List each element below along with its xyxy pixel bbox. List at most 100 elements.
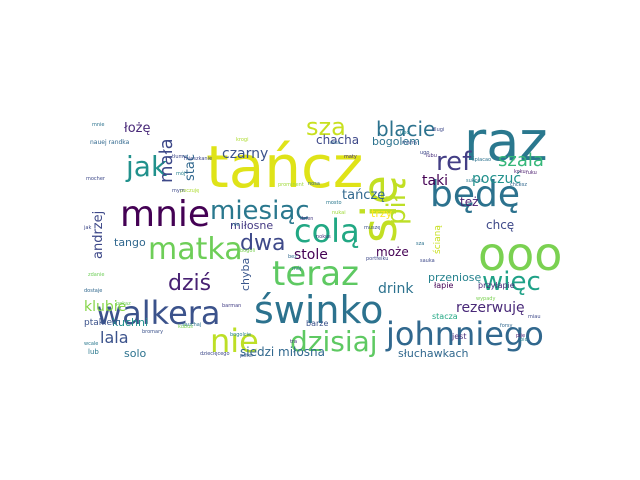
word-cloud-word: chcę	[486, 218, 515, 232]
word-cloud-word: johnniego	[386, 315, 544, 353]
word-cloud-word: jak	[126, 150, 168, 183]
word-cloud-word: mieszkanie	[184, 156, 213, 162]
word-cloud-word: ścianą	[433, 225, 443, 254]
word-cloud-word: maty	[344, 154, 357, 160]
word-cloud-word: czarny	[222, 146, 269, 162]
word-cloud-word: ugo	[420, 150, 430, 156]
word-cloud-word: krogi	[236, 137, 249, 143]
word-cloud-word: muszę	[364, 225, 381, 231]
word-cloud-word: łożę	[124, 121, 151, 136]
word-cloud-word: sza	[306, 119, 346, 141]
word-cloud-word: nukai	[332, 210, 346, 216]
word-cloud-word: poczuję	[180, 188, 200, 194]
word-cloud-word: dostaje	[84, 288, 103, 294]
word-cloud-word: tango	[114, 236, 146, 249]
word-cloud-word: słuchawkach	[398, 347, 469, 360]
word-cloud-word: może	[376, 245, 409, 259]
word-cloud-word: prominent	[278, 182, 304, 188]
word-cloud-word: lubu	[426, 153, 437, 159]
word-cloud-word: kubuś	[178, 324, 193, 330]
word-cloud-word: lala	[100, 328, 129, 347]
word-cloud-word: pokaz	[116, 301, 131, 307]
word-cloud-word: owa	[330, 140, 341, 146]
word-cloud-word: teraz	[272, 254, 359, 294]
word-cloud-word: szala	[498, 150, 544, 171]
word-cloud-word: ooo	[478, 227, 560, 281]
word-cloud-word: mój	[292, 266, 302, 272]
word-cloud-word: mój	[176, 171, 186, 177]
word-cloud-word: miau	[528, 314, 541, 320]
word-cloud-word: poter	[240, 353, 254, 359]
word-cloud-word: dlugi	[432, 127, 445, 133]
word-cloud-word: dzisiaj	[290, 325, 378, 358]
word-cloud-word: ptakiem	[84, 318, 121, 328]
word-cloud-word: mała	[156, 138, 177, 183]
word-cloud-word: przeniosę	[428, 271, 482, 284]
word-cloud-word: mamy	[402, 140, 418, 146]
word-cloud-word: tra	[290, 339, 298, 345]
word-cloud-word: śpiacao	[472, 157, 492, 163]
word-cloud-word: też	[460, 195, 479, 209]
word-cloud-word: colą	[294, 212, 360, 250]
word-cloud-word: barze	[306, 319, 329, 328]
word-cloud-word: miesiąc	[210, 196, 310, 226]
word-cloud-word: ref	[436, 147, 472, 177]
word-cloud-word: jest	[452, 332, 467, 341]
word-cloud-word: andrzej	[91, 210, 106, 259]
word-cloud-word: chacha	[316, 133, 360, 147]
word-cloud-word: pije	[516, 333, 526, 339]
word-cloud-word: tańczę	[342, 188, 386, 203]
word-cloud-word: raz	[464, 119, 548, 173]
word-cloud-word: sza	[416, 241, 425, 247]
word-cloud-word: portfelku	[366, 256, 389, 262]
word-cloud-word: świnko	[254, 288, 384, 332]
word-cloud-word: będę	[430, 174, 520, 215]
word-cloud-word: bogoli	[240, 248, 256, 254]
word-cloud-word: stole	[294, 247, 328, 263]
word-cloud-word: chcesz	[510, 182, 527, 188]
word-cloud-word: nie	[232, 222, 240, 228]
word-cloud-word: fuku	[526, 170, 537, 176]
word-cloud-word: sauka	[420, 258, 435, 264]
word-cloud-word: forsy	[500, 323, 513, 329]
word-cloud-word: kuchni	[112, 316, 149, 329]
word-cloud-word: bromary	[142, 329, 164, 335]
word-cloud-word: mosto	[326, 200, 342, 206]
word-cloud-word: nie	[210, 322, 259, 360]
word-cloud-word: mnie	[120, 194, 211, 235]
word-cloud-word: tańcz	[206, 133, 364, 201]
word-cloud-word: nokus	[316, 234, 331, 240]
word-cloud-word: sauchaj	[182, 322, 202, 328]
word-cloud-word: bogolem	[372, 135, 420, 148]
word-cloud-word: blacie	[376, 119, 436, 141]
word-cloud: tańcz raz się ooo będę johnniego świnko …	[80, 119, 560, 360]
word-cloud-word: mym	[172, 188, 185, 194]
word-cloud-word: chyba	[239, 257, 252, 291]
word-cloud-word: koku	[514, 169, 526, 175]
word-cloud-word: łapie	[434, 281, 454, 290]
word-cloud-word: dziś	[168, 271, 212, 296]
word-cloud-word: nosa	[308, 181, 320, 187]
word-cloud-word: bez	[288, 254, 297, 260]
word-cloud-word: tłumu	[172, 154, 187, 160]
word-cloud-word: nauej randka	[90, 139, 130, 146]
word-cloud-word: przyłapie	[478, 281, 515, 290]
word-cloud-word: ubo	[400, 130, 410, 136]
word-cloud-word: więc	[482, 267, 541, 297]
word-cloud-word: poczuć	[472, 171, 522, 187]
word-cloud-word: walkera	[96, 294, 221, 332]
word-cloud-word: dzien	[300, 216, 314, 222]
word-cloud-word: zdanie	[88, 272, 105, 278]
word-cloud-word: mnie	[92, 122, 105, 128]
word-cloud-word: dziecięcego	[200, 351, 230, 357]
word-cloud-word: drink	[378, 281, 414, 297]
word-cloud-word: sukces	[466, 178, 484, 184]
word-cloud-word: lub	[88, 348, 99, 356]
word-cloud-word: solo	[124, 347, 147, 360]
word-cloud-word: jak	[84, 225, 92, 231]
word-cloud-word: wcale	[84, 341, 99, 347]
word-cloud-word: klubie	[84, 299, 127, 315]
word-cloud-word: bogolcie	[230, 332, 252, 338]
word-cloud-word: stacza	[432, 312, 458, 321]
word-cloud-word: trzy	[371, 207, 393, 220]
